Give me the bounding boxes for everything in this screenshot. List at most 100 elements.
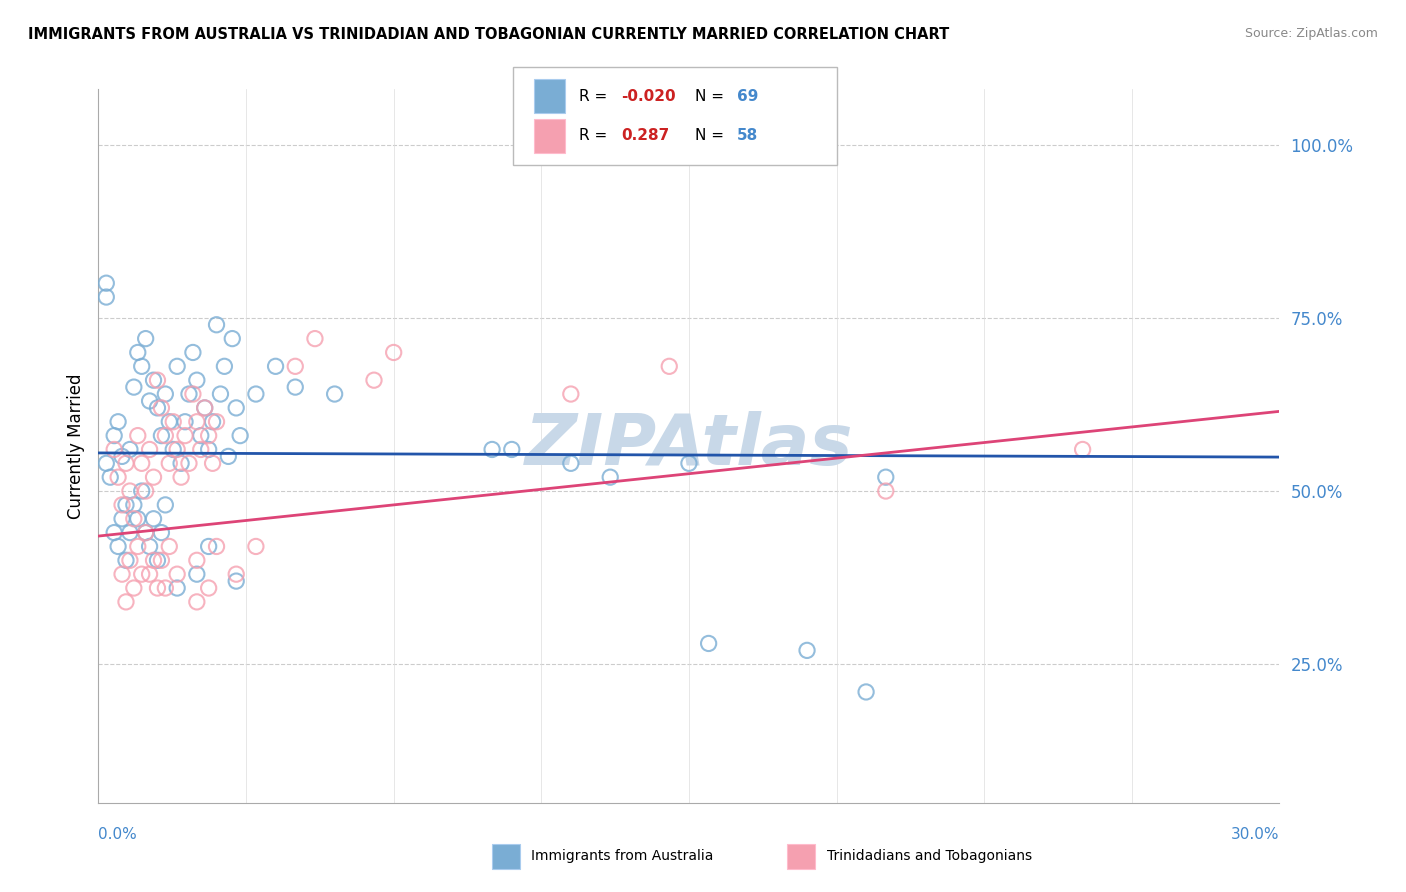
Point (599, 470, 621, 484)
Point (150, 525, 173, 540)
Point (138, 540, 160, 554)
Point (111, 512, 134, 526)
Point (560, 387, 582, 401)
Point (127, 428, 149, 442)
Point (157, 540, 180, 554)
Point (150, 401, 173, 415)
Point (135, 525, 157, 540)
Point (118, 553, 141, 567)
Point (194, 401, 217, 415)
Point (107, 415, 129, 429)
Text: Source: ZipAtlas.com: Source: ZipAtlas.com (1244, 27, 1378, 40)
Point (323, 387, 346, 401)
Point (131, 567, 153, 582)
Point (118, 442, 141, 457)
Point (118, 483, 141, 498)
Point (142, 373, 165, 387)
Point (170, 456, 193, 470)
Text: IMMIGRANTS FROM AUSTRALIA VS TRINIDADIAN AND TOBAGONIAN CURRENTLY MARRIED CORREL: IMMIGRANTS FROM AUSTRALIA VS TRINIDADIAN… (28, 27, 949, 42)
Text: N =: N = (695, 89, 728, 103)
Point (146, 553, 169, 567)
Point (855, 685, 877, 699)
Point (197, 540, 219, 554)
Point (142, 470, 165, 484)
Point (115, 456, 138, 470)
Point (96, 276, 118, 290)
Text: R =: R = (579, 89, 613, 103)
Point (209, 387, 232, 401)
Point (122, 581, 145, 595)
Point (98, 470, 121, 484)
Text: 58: 58 (737, 128, 758, 143)
Point (304, 332, 326, 346)
Text: N =: N = (695, 128, 728, 143)
Point (194, 401, 217, 415)
Point (103, 442, 125, 457)
Point (135, 332, 157, 346)
Text: R =: R = (579, 128, 613, 143)
Point (245, 540, 267, 554)
Point (135, 483, 157, 498)
Point (177, 456, 200, 470)
Point (146, 373, 169, 387)
Point (115, 498, 138, 512)
Point (111, 450, 134, 464)
Text: 30.0%: 30.0% (1232, 827, 1279, 841)
Point (214, 359, 236, 374)
Point (225, 567, 247, 582)
Point (177, 387, 200, 401)
Point (875, 470, 897, 484)
Point (157, 415, 180, 429)
Point (225, 401, 247, 415)
Point (111, 498, 134, 512)
Point (229, 428, 252, 442)
Point (284, 380, 307, 394)
Point (197, 442, 219, 457)
Point (115, 595, 138, 609)
Point (122, 512, 145, 526)
Point (122, 498, 145, 512)
Point (142, 553, 165, 567)
Point (138, 442, 160, 457)
Point (122, 380, 145, 394)
Point (166, 359, 188, 374)
Point (146, 401, 169, 415)
Text: 69: 69 (737, 89, 758, 103)
Point (146, 581, 169, 595)
Point (190, 428, 212, 442)
Point (131, 456, 153, 470)
Point (186, 415, 208, 429)
Point (181, 387, 204, 401)
Point (678, 456, 700, 470)
Point (186, 567, 208, 582)
Point (127, 345, 149, 359)
Point (127, 512, 149, 526)
Point (186, 373, 208, 387)
Point (201, 415, 224, 429)
Point (135, 525, 157, 540)
Point (221, 332, 243, 346)
Point (186, 553, 208, 567)
Point (796, 643, 818, 657)
Point (174, 428, 197, 442)
Point (96, 456, 118, 470)
Point (197, 428, 219, 442)
Point (107, 540, 129, 554)
Point (264, 359, 287, 374)
Point (166, 442, 188, 457)
Point (197, 581, 219, 595)
Text: Immigrants from Australia: Immigrants from Australia (531, 849, 714, 863)
Point (155, 498, 177, 512)
Y-axis label: Currently Married: Currently Married (66, 373, 84, 519)
Point (150, 428, 173, 442)
Point (115, 553, 138, 567)
Point (138, 567, 160, 582)
Point (131, 483, 153, 498)
Point (107, 470, 129, 484)
Point (131, 359, 153, 374)
Point (155, 428, 177, 442)
Point (166, 567, 188, 582)
Point (142, 512, 165, 526)
Point (560, 456, 582, 470)
Text: ZIPAtlas: ZIPAtlas (524, 411, 853, 481)
